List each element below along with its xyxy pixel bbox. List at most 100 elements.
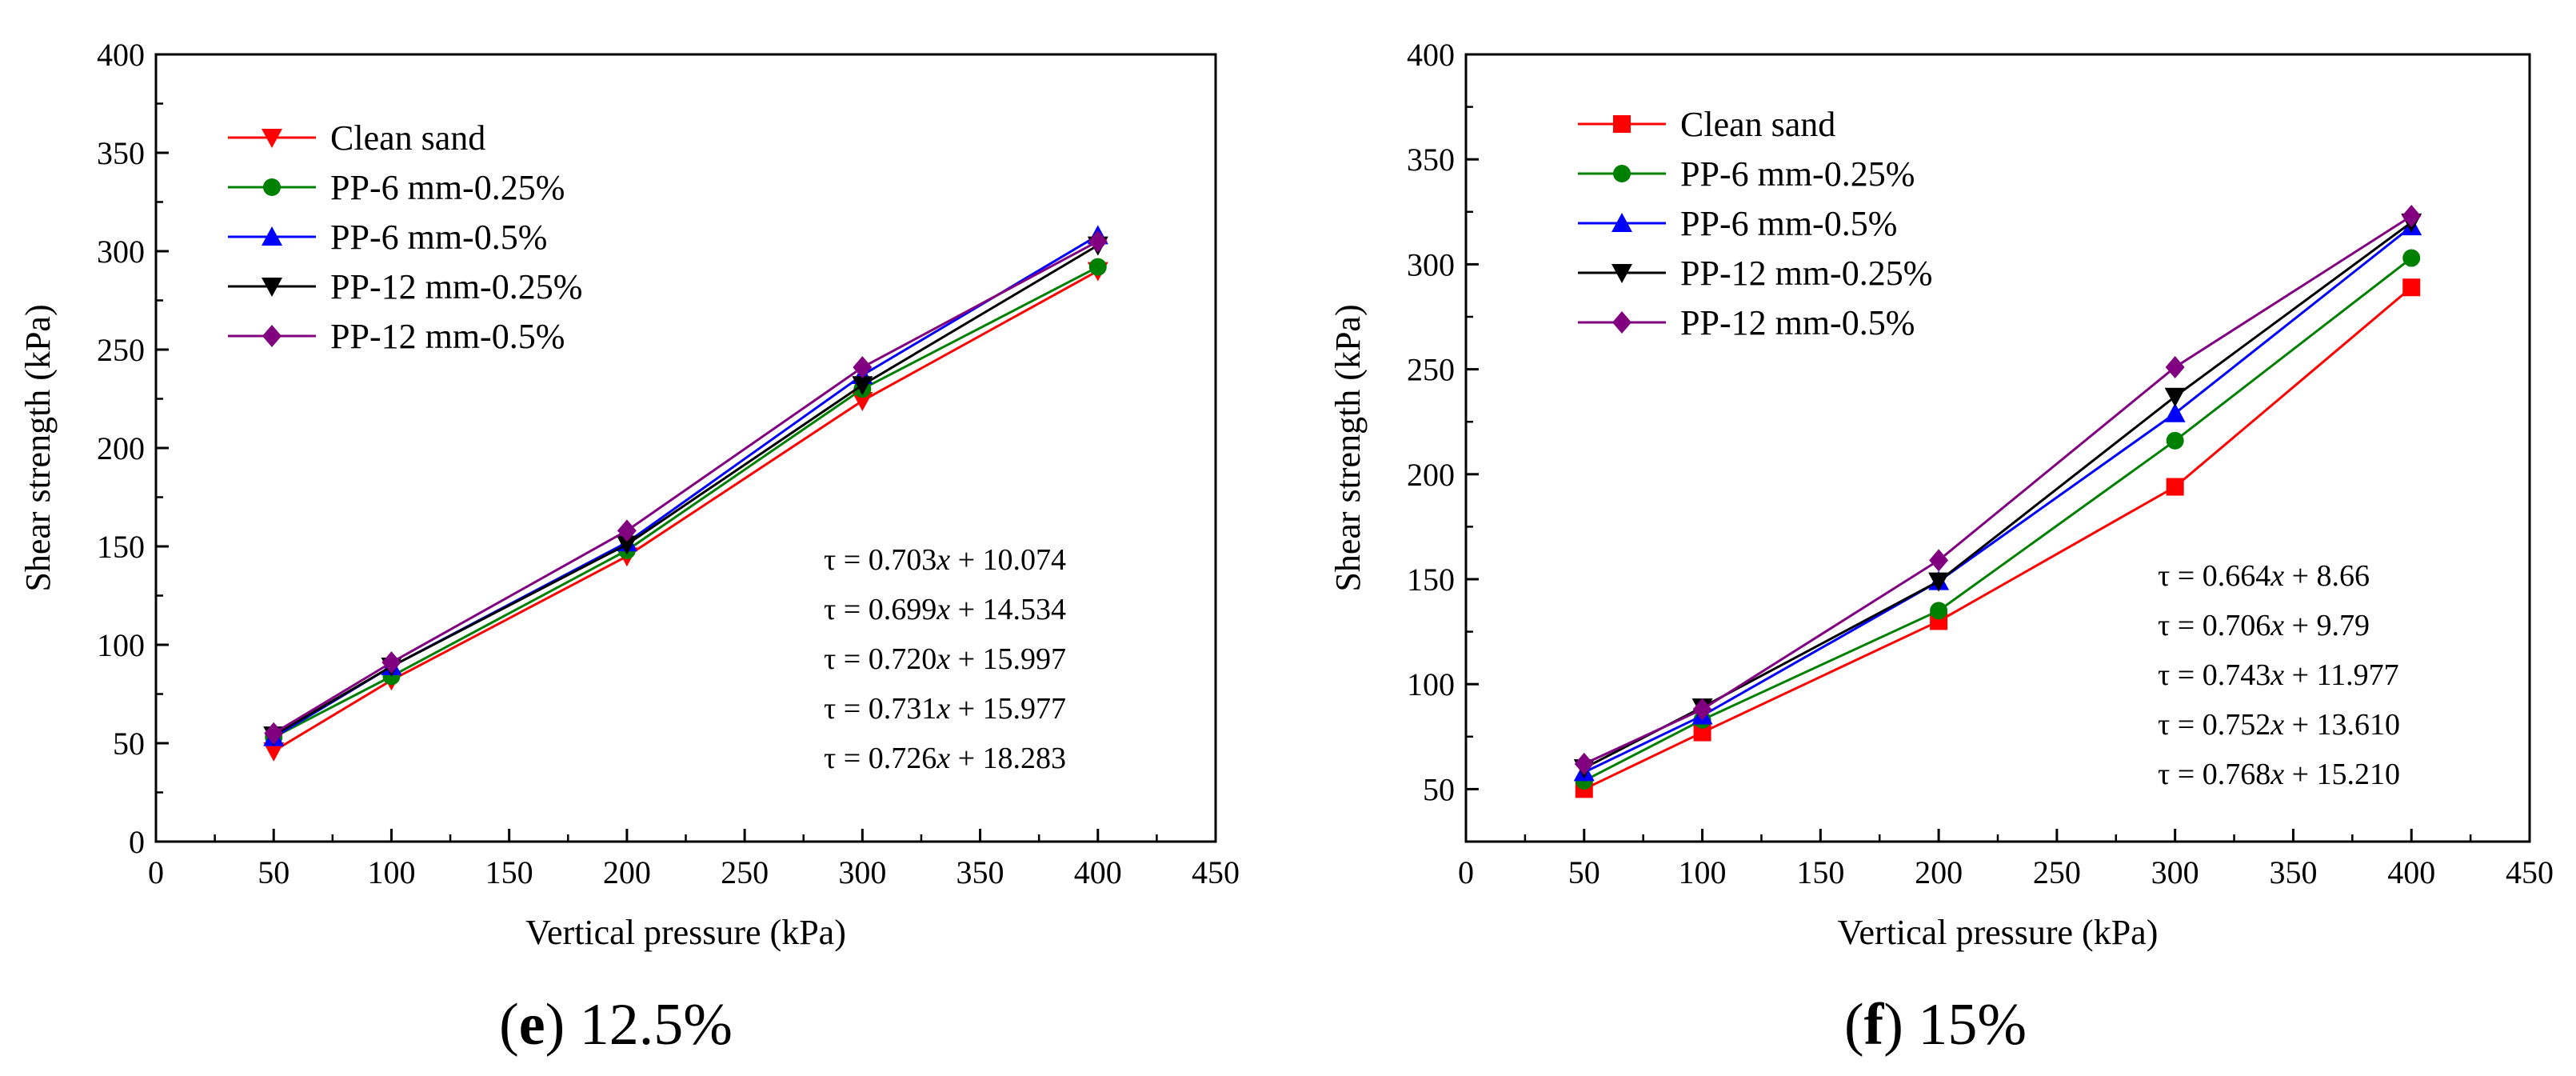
regression-equation: τ = 0.703x + 10.074 [824,543,1066,577]
data-point [2402,249,2421,267]
y-tick-label: 0 [129,824,145,860]
data-point [1574,752,1594,775]
x-tick-label: 300 [838,854,886,890]
x-tick-label: 450 [1192,854,1240,890]
data-point [2164,387,2186,407]
legend-entry: PP-12 mm-0.5% [330,317,565,356]
data-point [381,651,401,674]
x-tick-label: 250 [2033,854,2081,890]
x-tick-label: 400 [1074,854,1122,890]
data-point [617,519,637,542]
regression-equation: τ = 0.664x + 8.66 [2158,559,2370,593]
chart-panel-e: 0 50 100 150 200 250 300 350 400 450 0 50 100 150 200 2… [18,37,1240,1058]
x-tick-label: 150 [485,854,533,890]
data-point [1928,572,1950,592]
legend-entry: PP-12 mm-0.25% [330,267,582,306]
x-tick-label: 350 [2269,854,2317,890]
data-point [853,356,873,379]
legend: Clean sand PP-6 mm-0.25% PP-6 mm-0.5% PP-12… [1578,105,1932,342]
x-tick-label: 200 [603,854,651,890]
x-tick-label: 50 [1568,854,1600,890]
legend-marker [263,178,281,196]
legend-entry: PP-12 mm-0.5% [1680,303,1915,342]
x-tick-label: 250 [721,854,769,890]
regression-equation: τ = 0.743x + 11.977 [2158,658,2399,692]
x-tick-label: 100 [367,854,415,890]
y-tick-label: 400 [97,37,145,73]
data-point [2402,205,2422,228]
equations: τ = 0.664x + 8.66 τ = 0.706x + 9.79 τ = 0.… [2158,559,2400,791]
x-tick-label: 200 [1915,854,1963,890]
data-point [1929,549,1949,572]
y-tick-label: 200 [97,430,145,466]
y-tick-label: 350 [1407,142,1455,178]
legend-marker [262,129,282,148]
x-tick-label: 400 [2387,854,2435,890]
y-tick-label: 100 [97,627,145,663]
regression-equation: τ = 0.726x + 18.283 [824,742,1066,775]
legend-entry: PP-6 mm-0.5% [330,218,547,257]
legend-marker [262,278,282,297]
data-point [263,742,285,762]
data-point [2165,355,2185,378]
y-tick-label: 250 [97,332,145,368]
y-tick-label: 50 [1423,771,1455,807]
legend-marker [1613,165,1631,182]
y-tick-label: 150 [1407,562,1455,598]
y-axis-label: Shear strength (kPa) [18,304,58,591]
data-point [2402,278,2421,297]
panel-caption: (f) 15% [1844,992,2027,1058]
x-tick-label: 100 [1679,854,1727,890]
y-tick-label: 50 [113,726,145,762]
x-tick-label: 300 [2151,854,2199,890]
legend-marker [262,325,282,347]
legend-entry: Clean sand [1680,105,1835,144]
regression-equation: τ = 0.699x + 14.534 [824,593,1066,626]
y-tick-label: 150 [97,529,145,565]
panel-caption: (e) 12.5% [499,992,733,1058]
regression-equation: τ = 0.731x + 15.977 [824,692,1066,726]
legend-marker [1612,311,1631,334]
legend-entry: Clean sand [330,118,485,158]
x-tick-label: 50 [258,854,290,890]
x-axis-label: Vertical pressure (kPa) [1838,913,2159,952]
data-point [1088,230,1108,253]
data-point [852,376,873,396]
y-tick-label: 300 [1407,246,1455,282]
x-tick-label: 0 [148,854,164,890]
regression-equation: τ = 0.720x + 15.997 [824,642,1066,676]
x-axis-label: Vertical pressure (kPa) [525,913,846,952]
y-tick-label: 100 [1407,666,1455,702]
legend-entry: PP-12 mm-0.25% [1680,254,1932,293]
legend-entry: PP-6 mm-0.25% [1680,154,1915,194]
data-point [1693,723,1711,742]
x-tick-label: 350 [957,854,1004,890]
regression-equation: τ = 0.768x + 15.210 [2158,758,2400,791]
y-tick-label: 250 [1407,352,1455,388]
data-point [1088,258,1107,276]
regression-equation: τ = 0.752x + 13.610 [2158,708,2400,742]
data-point [264,722,284,745]
data-point [2166,478,2184,496]
y-tick-label: 400 [1407,37,1455,73]
regression-equation: τ = 0.706x + 9.79 [2158,609,2370,642]
legend-marker [1611,213,1632,232]
equations: τ = 0.703x + 10.074 τ = 0.699x + 14.534 τ … [824,543,1066,775]
legend-entry: PP-6 mm-0.5% [1680,204,1897,243]
legend: Clean sand PP-6 mm-0.25% PP-6 mm-0.5% PP-12… [228,118,582,356]
series-3 [1573,213,2422,779]
y-tick-label: 350 [97,135,145,171]
data-point [2166,431,2184,450]
data-point [2164,402,2186,422]
x-tick-label: 150 [1796,854,1844,890]
series-2 [1573,216,2422,782]
legend-entry: PP-6 mm-0.25% [330,168,565,207]
y-axis-label: Shear strength (kPa) [1328,304,1368,591]
series-4 [264,230,1108,745]
legend-marker [262,226,282,246]
x-tick-label: 450 [2506,854,2554,890]
data-point [1930,602,1948,620]
chart-panel-f: 0 50 100 150 200 250 300 350 400 450 50 100 150 200 25… [1328,37,2554,1058]
y-tick-label: 300 [97,234,145,270]
